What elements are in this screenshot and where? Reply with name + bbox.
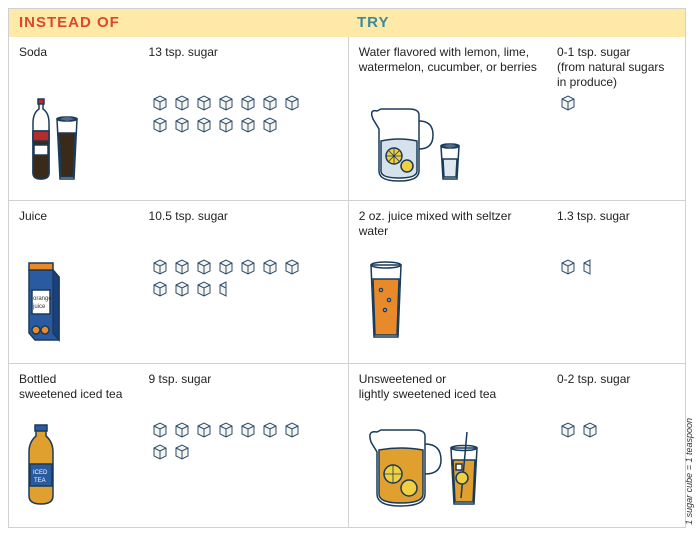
sugar-cube-icon bbox=[172, 256, 192, 276]
sugar-cube-icon bbox=[194, 278, 214, 298]
sugar-cube-icon bbox=[194, 114, 214, 134]
sugar-cube-icon bbox=[150, 92, 170, 112]
try-name-cell: 2 oz. juice mixed with seltzer water bbox=[348, 201, 547, 364]
sugar-cube-icon bbox=[580, 419, 600, 439]
sugar-cube-icon bbox=[172, 419, 192, 439]
sugar-cube-half-icon bbox=[216, 278, 236, 298]
instead-sugar-label: 9 tsp. sugar bbox=[149, 372, 338, 418]
instead-name-cell: Soda bbox=[9, 37, 139, 200]
sugar-cube-icon bbox=[238, 256, 258, 276]
sugar-cube-icon bbox=[150, 114, 170, 134]
sugar-cube-icon bbox=[172, 114, 192, 134]
sugar-cube-icon bbox=[194, 92, 214, 112]
sugar-cubes bbox=[557, 91, 675, 113]
try-name: 2 oz. juice mixed with seltzer water bbox=[359, 209, 537, 255]
try-name: Unsweetened or lightly sweetened iced te… bbox=[359, 372, 537, 418]
svg-text:TEA: TEA bbox=[34, 478, 46, 484]
instead-sugar-cell: 9 tsp. sugar bbox=[139, 364, 348, 527]
sugar-cube-icon bbox=[150, 441, 170, 461]
comparison-table: INSTEAD OF TRY Soda 13 tsp. sugar bbox=[8, 8, 686, 528]
sugar-cube-icon bbox=[172, 278, 192, 298]
seltzer-glass-icon bbox=[359, 255, 414, 345]
sugar-cube-icon bbox=[558, 92, 578, 112]
try-sugar-cell: 0-1 tsp. sugar (from natural sugars in p… bbox=[547, 37, 685, 200]
instead-name-cell: Bottled sweetened iced tea ICED TEA bbox=[9, 364, 139, 527]
instead-sugar-label: 10.5 tsp. sugar bbox=[149, 209, 338, 255]
sugar-cube-icon bbox=[150, 419, 170, 439]
sugar-cube-icon bbox=[558, 419, 578, 439]
sugar-cube-icon bbox=[194, 256, 214, 276]
try-art bbox=[359, 91, 537, 196]
header-row: INSTEAD OF TRY bbox=[9, 9, 685, 37]
instead-sugar-cell: 13 tsp. sugar bbox=[139, 37, 348, 200]
soda-icon bbox=[19, 91, 89, 191]
try-sugar-label: 1.3 tsp. sugar bbox=[557, 209, 675, 255]
try-art bbox=[359, 255, 537, 360]
water-pitcher-icon bbox=[359, 91, 469, 191]
instead-name: Soda bbox=[19, 45, 129, 91]
sugar-cube-icon bbox=[216, 114, 236, 134]
sugar-cube-icon bbox=[558, 256, 578, 276]
sugar-cube-icon bbox=[260, 114, 280, 134]
juice-carton-icon: orange juice bbox=[19, 255, 69, 350]
sugar-cubes bbox=[149, 418, 309, 462]
table-row: Bottled sweetened iced tea ICED TEA 9 ts… bbox=[9, 363, 685, 527]
sugar-cube-icon bbox=[282, 256, 302, 276]
try-sugar-label: 0-1 tsp. sugar (from natural sugars in p… bbox=[557, 45, 675, 91]
instead-name: Juice bbox=[19, 209, 129, 255]
svg-text:ICED: ICED bbox=[33, 470, 48, 476]
sugar-cube-icon bbox=[216, 419, 236, 439]
sugar-cube-icon bbox=[238, 92, 258, 112]
sugar-cubes bbox=[557, 255, 675, 277]
header-instead: INSTEAD OF bbox=[9, 9, 347, 37]
table-row: Soda 13 tsp. sugar bbox=[9, 37, 685, 200]
table-row: Juice orange juice 10.5 tsp. sugar bbox=[9, 200, 685, 364]
sugar-cube-half-icon bbox=[580, 256, 600, 276]
sugar-cube-icon bbox=[282, 92, 302, 112]
sugar-cube-icon bbox=[238, 419, 258, 439]
instead-sugar-label: 13 tsp. sugar bbox=[149, 45, 338, 91]
footnote: 1 sugar cube = 1 teaspoon bbox=[684, 418, 694, 525]
sugar-cube-icon bbox=[260, 92, 280, 112]
sugar-cube-icon bbox=[216, 256, 236, 276]
instead-art: orange juice bbox=[19, 255, 129, 360]
svg-text:juice: juice bbox=[32, 304, 46, 310]
try-name-cell: Unsweetened or lightly sweetened iced te… bbox=[348, 364, 547, 527]
sugar-cube-icon bbox=[282, 419, 302, 439]
tea-pitcher-icon bbox=[359, 418, 489, 513]
header-try: TRY bbox=[347, 9, 685, 37]
sugar-cube-icon bbox=[194, 419, 214, 439]
sugar-cube-icon bbox=[260, 256, 280, 276]
sugar-cubes bbox=[149, 255, 309, 299]
instead-name: Bottled sweetened iced tea bbox=[19, 372, 129, 418]
instead-name-cell: Juice orange juice bbox=[9, 201, 139, 364]
svg-text:orange: orange bbox=[33, 296, 52, 302]
sugar-cube-icon bbox=[150, 256, 170, 276]
iced-tea-bottle-icon: ICED TEA bbox=[19, 418, 64, 513]
instead-art: ICED TEA bbox=[19, 418, 129, 523]
sugar-cubes bbox=[557, 418, 675, 440]
sugar-cube-icon bbox=[172, 441, 192, 461]
sugar-cubes bbox=[149, 91, 309, 135]
sugar-cube-icon bbox=[260, 419, 280, 439]
try-sugar-cell: 1.3 tsp. sugar bbox=[547, 201, 685, 364]
instead-sugar-cell: 10.5 tsp. sugar bbox=[139, 201, 348, 364]
try-art bbox=[359, 418, 537, 523]
sugar-cube-icon bbox=[238, 114, 258, 134]
sugar-cube-icon bbox=[172, 92, 192, 112]
try-sugar-cell: 0-2 tsp. sugar bbox=[547, 364, 685, 527]
try-name: Water flavored with lemon, lime, waterme… bbox=[359, 45, 537, 91]
instead-art bbox=[19, 91, 129, 196]
sugar-cube-icon bbox=[216, 92, 236, 112]
sugar-cube-icon bbox=[150, 278, 170, 298]
try-name-cell: Water flavored with lemon, lime, waterme… bbox=[348, 37, 547, 200]
try-sugar-label: 0-2 tsp. sugar bbox=[557, 372, 675, 418]
